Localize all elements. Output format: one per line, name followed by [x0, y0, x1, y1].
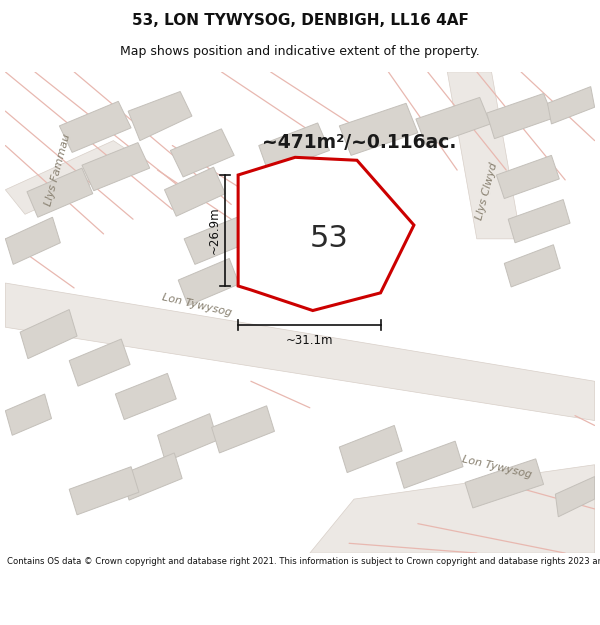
Polygon shape	[69, 467, 139, 515]
Text: 53: 53	[310, 224, 349, 253]
Polygon shape	[504, 245, 560, 287]
Polygon shape	[170, 129, 234, 177]
Text: Lon Tywysog: Lon Tywysog	[161, 292, 233, 319]
Text: ~31.1m: ~31.1m	[286, 334, 333, 346]
Polygon shape	[396, 441, 463, 488]
Text: Llys Fammau: Llys Fammau	[43, 133, 72, 207]
Text: ~26.9m: ~26.9m	[208, 207, 220, 254]
Polygon shape	[5, 141, 143, 214]
Text: ~471m²/~0.116ac.: ~471m²/~0.116ac.	[262, 133, 456, 152]
Polygon shape	[487, 94, 553, 139]
Text: Contains OS data © Crown copyright and database right 2021. This information is : Contains OS data © Crown copyright and d…	[7, 556, 600, 566]
Polygon shape	[20, 309, 77, 359]
Polygon shape	[556, 476, 595, 517]
Polygon shape	[178, 259, 239, 306]
Polygon shape	[128, 91, 192, 141]
Polygon shape	[59, 101, 131, 152]
PathPatch shape	[238, 158, 414, 311]
Text: Map shows position and indicative extent of the property.: Map shows position and indicative extent…	[120, 45, 480, 58]
Polygon shape	[212, 406, 274, 453]
Polygon shape	[82, 142, 150, 191]
Text: Llys Clwyd: Llys Clwyd	[474, 162, 499, 221]
Polygon shape	[69, 339, 130, 386]
Polygon shape	[496, 156, 559, 199]
Polygon shape	[158, 414, 217, 462]
Polygon shape	[448, 72, 521, 239]
Text: Lon Tywysog: Lon Tywysog	[461, 454, 532, 479]
Polygon shape	[508, 199, 570, 242]
Text: 53, LON TYWYSOG, DENBIGH, LL16 4AF: 53, LON TYWYSOG, DENBIGH, LL16 4AF	[131, 12, 469, 28]
Polygon shape	[5, 217, 61, 264]
Polygon shape	[27, 168, 93, 217]
Polygon shape	[465, 459, 544, 508]
Polygon shape	[184, 217, 248, 264]
Polygon shape	[164, 167, 226, 216]
Polygon shape	[416, 98, 491, 146]
Polygon shape	[339, 426, 402, 472]
Polygon shape	[310, 465, 595, 553]
Polygon shape	[339, 103, 418, 156]
Polygon shape	[259, 123, 329, 173]
Polygon shape	[115, 373, 176, 419]
Polygon shape	[548, 87, 595, 124]
Polygon shape	[5, 394, 52, 435]
Polygon shape	[121, 453, 182, 500]
Polygon shape	[5, 283, 595, 421]
